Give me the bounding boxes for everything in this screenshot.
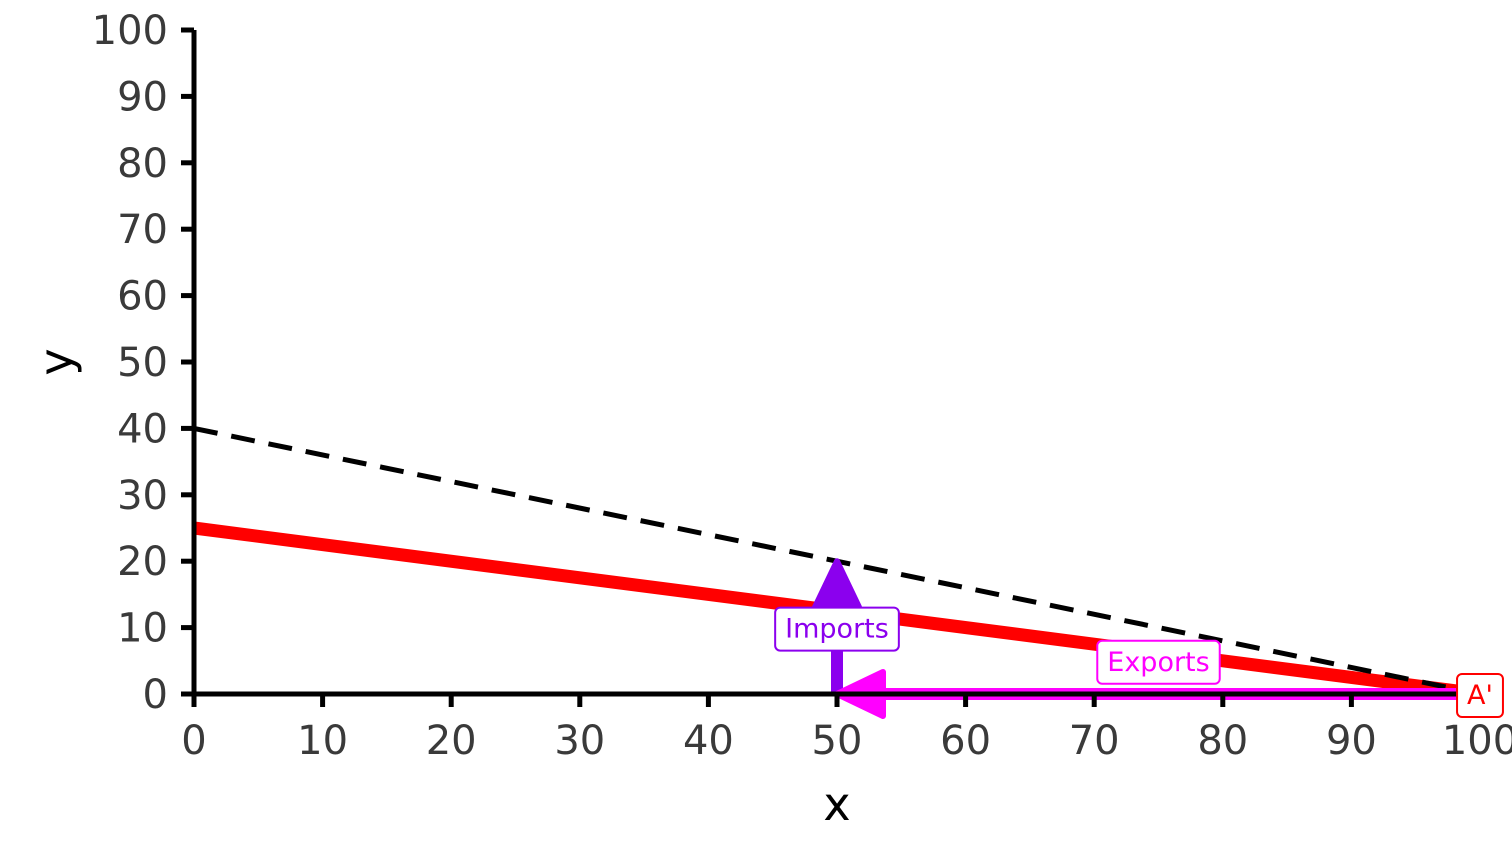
y-tick-label: 80 [117, 141, 168, 187]
x-tick-label: 40 [683, 718, 734, 764]
x-tick-label: 20 [426, 718, 477, 764]
annotation-text: Exports [1107, 647, 1209, 678]
imports-arrow-head [812, 558, 862, 611]
y-tick-label: 10 [117, 606, 168, 652]
x-axis-title: x [823, 777, 850, 831]
y-tick-label: 100 [92, 8, 168, 54]
annotation-label: Imports [774, 606, 900, 652]
annotation-text: A' [1467, 680, 1493, 711]
y-tick-label: 70 [117, 207, 168, 253]
annotation-box [1096, 639, 1221, 685]
y-tick-label: 20 [117, 539, 168, 585]
y-tick-label: 40 [117, 406, 168, 452]
y-tick-label: 50 [117, 340, 168, 386]
x-tick-label: 70 [1069, 718, 1120, 764]
y-tick-label: 60 [117, 274, 168, 320]
y-ticks: 0 10 20 30 40 50 60 70 80 90 100 [92, 8, 194, 718]
annotation-box [774, 606, 900, 652]
plot-annotations: Imports Exports A' [774, 606, 1504, 718]
x-tick-label: 0 [181, 718, 206, 764]
annotation-box [1456, 673, 1504, 718]
x-ticks: 0 10 20 30 40 50 60 70 80 90 100 [181, 694, 1512, 764]
x-tick-label: 60 [940, 718, 991, 764]
y-axis-title: y [29, 348, 83, 375]
x-tick-label: 30 [554, 718, 605, 764]
x-tick-label: 100 [1442, 718, 1512, 764]
x-tick-label: 80 [1197, 718, 1248, 764]
x-tick-label: 90 [1326, 718, 1377, 764]
annotation-label: Exports [1096, 639, 1221, 685]
annotation-text: Imports [785, 614, 889, 645]
y-tick-label: 90 [117, 74, 168, 120]
x-tick-label: 10 [297, 718, 348, 764]
y-tick-label: 0 [143, 672, 168, 718]
y-tick-label: 30 [117, 473, 168, 519]
x-tick-label: 50 [812, 718, 863, 764]
annotation-label: A' [1456, 673, 1504, 718]
